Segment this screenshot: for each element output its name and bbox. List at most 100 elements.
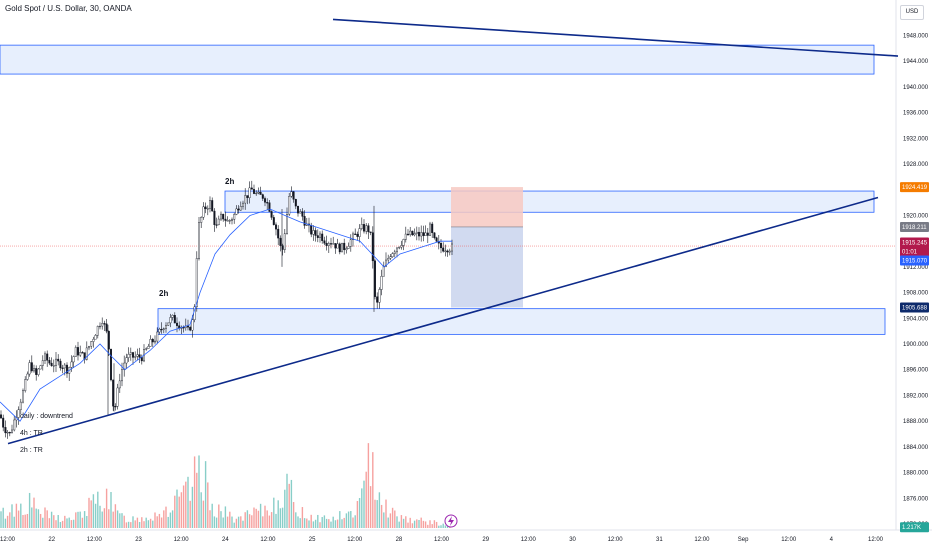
price-tick-label: 1928.000 [903, 162, 929, 168]
candle-body [41, 360, 44, 366]
candle [360, 217, 363, 231]
candle-body [435, 237, 438, 242]
candle-body [323, 240, 326, 244]
descending-trendline [332, 18, 899, 57]
volume-bar [413, 520, 416, 528]
candle [74, 345, 77, 357]
price-tick-label: 1940.000 [903, 85, 929, 91]
moving-average-line [0, 208, 452, 422]
candle [48, 356, 51, 366]
candle-body [44, 353, 47, 361]
candle [175, 317, 178, 333]
candle [365, 223, 368, 235]
candle [15, 410, 18, 428]
candle [435, 236, 438, 243]
candle [400, 240, 403, 250]
candle-body [200, 217, 203, 223]
candle-body [420, 232, 423, 237]
lightning-icon[interactable] [444, 514, 458, 528]
candle-body [252, 189, 255, 194]
volume-bar [123, 515, 125, 528]
volume-bar [132, 516, 134, 528]
candle [149, 335, 152, 347]
candle-body [136, 354, 139, 357]
volume-bar [9, 512, 11, 528]
volume-bar [222, 517, 224, 528]
candle [270, 210, 273, 220]
candle-body [244, 195, 247, 204]
volume-bar [372, 452, 374, 528]
volume-bar [77, 511, 79, 528]
candle-body [354, 233, 357, 235]
candle [96, 325, 99, 339]
candle [420, 225, 423, 242]
volume-bar [211, 503, 213, 528]
volume-bar [321, 517, 323, 528]
volume-bar [156, 516, 158, 528]
volume-bar [420, 517, 422, 528]
candle [55, 351, 58, 373]
price-tick-label: 1876.000 [903, 496, 929, 502]
candle [164, 322, 167, 333]
candle [446, 249, 449, 257]
candle-body [94, 335, 97, 340]
candle [239, 201, 242, 211]
candle [6, 430, 9, 439]
price-tick-label: 1920.000 [903, 213, 929, 219]
volume-bar [347, 511, 350, 528]
candle-body [316, 235, 319, 238]
volume-bar [178, 496, 180, 528]
volume-bar [314, 519, 317, 528]
price-tick-label: 1904.000 [903, 316, 929, 322]
volume-bar [163, 510, 165, 528]
candle [39, 364, 42, 370]
candle [140, 354, 143, 365]
volume-bar [53, 515, 55, 528]
candle-body [0, 414, 2, 419]
volume-bar [218, 504, 220, 528]
price-tick-label: 1884.000 [903, 445, 929, 451]
candle-body [363, 224, 366, 232]
volume-bar [101, 511, 103, 528]
volume-bar [431, 524, 433, 528]
candle [369, 231, 372, 236]
candle-body [57, 358, 60, 362]
volume-bar [13, 516, 15, 528]
candle [162, 327, 165, 334]
volume-bar [233, 522, 235, 528]
candle-body [319, 233, 322, 238]
candle-body [195, 258, 198, 308]
volume-bar [114, 504, 117, 528]
candle [275, 222, 278, 236]
volume-bar [229, 511, 231, 528]
candle [85, 341, 88, 361]
candle [288, 192, 291, 216]
time-tick-label: 12:00 [0, 537, 16, 543]
currency-button[interactable]: USD [900, 5, 924, 20]
candle-body [182, 327, 185, 329]
volume-bar [167, 516, 169, 528]
time-tick-label: 12:00 [694, 537, 710, 543]
candle-body [222, 213, 225, 220]
candle [46, 350, 49, 367]
volume-bar [253, 507, 255, 528]
volume-bar [46, 510, 48, 528]
candle [338, 242, 341, 255]
candle-body [237, 208, 240, 211]
candle-body [17, 409, 20, 418]
candle-body [325, 242, 328, 246]
volume-bar [328, 519, 330, 528]
volume-bar [202, 500, 205, 528]
candle [305, 218, 308, 227]
volume-bar [429, 520, 431, 528]
volume-bar [125, 522, 128, 528]
volume-bar [376, 500, 378, 528]
candle [109, 348, 112, 382]
candle-body [275, 224, 278, 230]
candle [314, 227, 317, 242]
candle-body [261, 194, 264, 199]
volume-bar [224, 506, 227, 528]
volume-bar [39, 513, 42, 528]
candle [59, 358, 62, 371]
